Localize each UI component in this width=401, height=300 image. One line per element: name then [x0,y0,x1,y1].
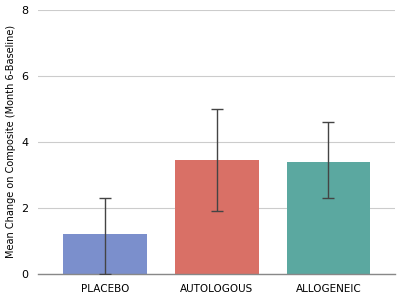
Y-axis label: Mean Change on Composite (Month 6-Baseline): Mean Change on Composite (Month 6-Baseli… [6,25,16,258]
Bar [175,160,259,274]
Bar [287,162,370,274]
Bar [63,234,147,274]
